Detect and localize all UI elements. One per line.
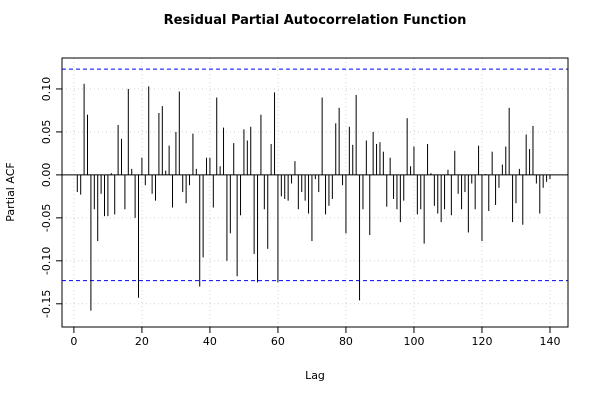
x-tick-label: 0 — [70, 335, 77, 348]
x-tick-label: 20 — [135, 335, 149, 348]
y-tick-label: 0.05 — [40, 120, 53, 145]
y-tick-label: 0.00 — [40, 163, 53, 188]
x-tick-label: 40 — [203, 335, 217, 348]
x-tick-label: 80 — [339, 335, 353, 348]
y-tick-label: -0.10 — [40, 247, 53, 275]
x-tick-label: 140 — [539, 335, 560, 348]
x-tick-label: 120 — [471, 335, 492, 348]
chart-title: Residual Partial Autocorrelation Functio… — [164, 13, 467, 28]
x-tick-label: 60 — [271, 335, 285, 348]
x-tick-label: 100 — [403, 335, 424, 348]
y-tick-label: -0.05 — [40, 204, 53, 232]
plot-frame — [61, 57, 569, 328]
y-tick-label: -0.15 — [40, 290, 53, 318]
y-axis-label: Partial ACF — [4, 162, 17, 221]
y-tick-label: 0.10 — [40, 77, 53, 102]
x-axis-label: Lag — [305, 369, 325, 382]
